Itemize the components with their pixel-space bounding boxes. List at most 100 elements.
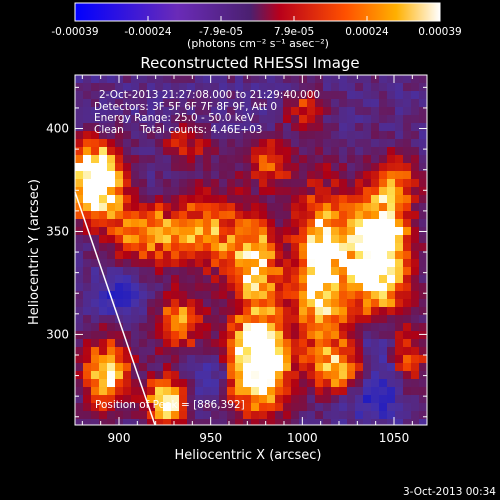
image-pixel — [211, 355, 219, 363]
image-pixel — [139, 107, 147, 115]
image-pixel — [131, 371, 139, 379]
image-pixel — [227, 251, 235, 259]
image-pixel — [267, 115, 275, 123]
image-pixel — [219, 363, 227, 371]
image-pixel — [267, 411, 275, 419]
image-pixel — [155, 187, 163, 195]
image-pixel — [291, 91, 299, 99]
image-pixel — [227, 299, 235, 307]
image-pixel — [139, 195, 147, 203]
image-pixel — [147, 267, 155, 275]
image-pixel — [195, 171, 203, 179]
image-pixel — [115, 203, 123, 211]
image-pixel — [115, 291, 123, 299]
image-pixel — [163, 219, 171, 227]
image-pixel — [331, 235, 339, 243]
image-pixel — [107, 115, 115, 123]
y-tick-label: 400 — [46, 122, 69, 136]
image-pixel — [203, 107, 211, 115]
image-pixel — [171, 235, 179, 243]
image-pixel — [363, 75, 371, 83]
image-pixel — [99, 307, 107, 315]
image-pixel — [267, 371, 275, 379]
image-pixel — [275, 323, 283, 331]
image-pixel — [163, 323, 171, 331]
image-pixel — [155, 403, 163, 411]
image-pixel — [371, 363, 379, 371]
image-pixel — [387, 267, 395, 275]
image-pixel — [387, 187, 395, 195]
image-pixel — [331, 355, 339, 363]
image-pixel — [131, 403, 139, 411]
image-pixel — [179, 363, 187, 371]
image-pixel — [291, 267, 299, 275]
image-pixel — [315, 139, 323, 147]
image-pixel — [163, 331, 171, 339]
image-pixel — [411, 91, 419, 99]
image-pixel — [395, 395, 403, 403]
image-pixel — [251, 267, 259, 275]
image-pixel — [379, 115, 387, 123]
image-pixel — [299, 203, 307, 211]
image-pixel — [323, 339, 331, 347]
image-pixel — [347, 195, 355, 203]
image-pixel — [379, 187, 387, 195]
image-pixel — [211, 315, 219, 323]
image-pixel — [355, 203, 363, 211]
image-pixel — [243, 107, 251, 115]
image-pixel — [195, 395, 203, 403]
image-pixel — [227, 203, 235, 211]
image-pixel — [139, 347, 147, 355]
image-pixel — [107, 179, 115, 187]
image-pixel — [123, 227, 131, 235]
image-pixel — [371, 379, 379, 387]
image-pixel — [99, 339, 107, 347]
image-pixel — [371, 155, 379, 163]
image-pixel — [75, 147, 83, 155]
image-pixel — [323, 107, 331, 115]
image-pixel — [323, 83, 331, 91]
image-pixel — [371, 371, 379, 379]
image-pixel — [147, 291, 155, 299]
image-pixel — [403, 243, 411, 251]
annotation-detectors: Detectors: 3F 5F 6F 7F 8F 9F, Att 0 — [94, 101, 277, 113]
image-pixel — [147, 235, 155, 243]
image-pixel — [115, 323, 123, 331]
image-pixel — [275, 115, 283, 123]
image-pixel — [187, 307, 195, 315]
image-pixel — [267, 235, 275, 243]
image-pixel — [251, 227, 259, 235]
image-pixel — [291, 187, 299, 195]
image-pixel — [323, 147, 331, 155]
image-pixel — [195, 299, 203, 307]
image-pixel — [187, 163, 195, 171]
image-pixel — [163, 283, 171, 291]
image-pixel — [203, 115, 211, 123]
image-pixel — [107, 403, 115, 411]
image-pixel — [219, 155, 227, 163]
image-pixel — [379, 243, 387, 251]
image-pixel — [147, 211, 155, 219]
image-pixel — [267, 83, 275, 91]
image-pixel — [323, 163, 331, 171]
image-pixel — [123, 75, 131, 83]
image-pixel — [347, 147, 355, 155]
image-pixel — [147, 75, 155, 83]
image-pixel — [339, 139, 347, 147]
image-pixel — [307, 291, 315, 299]
image-pixel — [91, 99, 99, 107]
image-pixel — [363, 355, 371, 363]
image-pixel — [211, 323, 219, 331]
image-pixel — [347, 187, 355, 195]
image-pixel — [139, 147, 147, 155]
image-pixel — [251, 291, 259, 299]
image-pixel — [99, 139, 107, 147]
image-pixel — [75, 339, 83, 347]
image-pixel — [363, 83, 371, 91]
image-pixel — [75, 211, 83, 219]
image-pixel — [259, 339, 267, 347]
image-pixel — [179, 259, 187, 267]
image-pixel — [219, 259, 227, 267]
image-pixel — [235, 339, 243, 347]
image-pixel — [83, 99, 91, 107]
